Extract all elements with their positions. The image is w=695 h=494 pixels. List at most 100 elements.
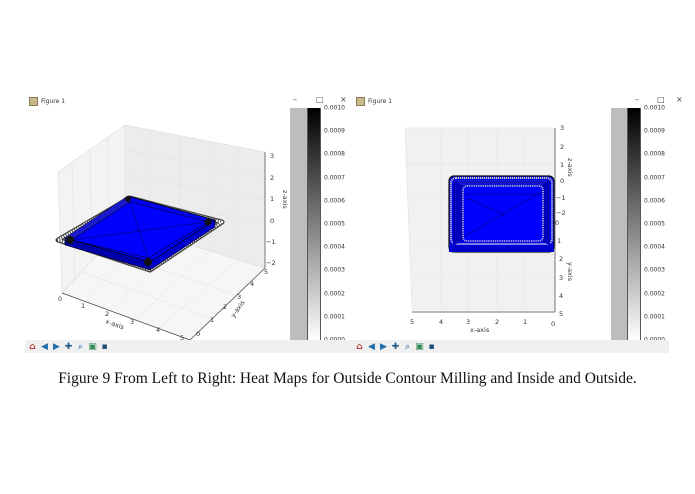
colorbar-tick-label: 0.0004: [324, 243, 345, 251]
y-tick-label: 2: [559, 255, 563, 263]
y-tick-label: 4: [559, 292, 563, 300]
plot-3d[interactable]: 3 2 1 0 −1 −2 z-axis 0 1 2 3 4 5 x-axis …: [25, 93, 290, 341]
z-tick-label: −2: [556, 209, 566, 217]
window-title-bar: Figure 1: [356, 97, 392, 106]
z-tick-label: −1: [266, 238, 276, 246]
app-icon: [356, 97, 365, 106]
colorbar: 0.0010 0.0009 0.0008 0.0007 0.0006 0.0005 0.00…: [290, 104, 350, 344]
z-tick-label: 2: [560, 143, 564, 151]
colorbar: 0.0010 0.0009 0.0008 0.0007 0.0006 0.0005 0.00…: [611, 105, 680, 344]
colorbar-tick-label: 0.0007: [324, 174, 345, 182]
x-ticks: 0 1 2 3 4 5: [58, 295, 184, 341]
colorbar-tick-label: 0.0001: [324, 313, 345, 321]
y-tick-label: 4: [250, 280, 254, 288]
colorbar-tick-label: 0.0005: [644, 220, 665, 228]
colorbar-tick-label: 0.0010: [324, 104, 345, 112]
z-tick-label: 1: [560, 161, 564, 169]
colorbar-tick-label: 0.0006: [324, 197, 345, 205]
z-tick-label: 0: [560, 177, 564, 185]
navigation-toolbar: ⌂ ◀ ▶ ✚ ⌕ ▣ ▪: [352, 340, 669, 353]
forward-icon[interactable]: ▶: [53, 341, 60, 352]
colorbar-tick-label: 0.0002: [644, 290, 665, 298]
x-tick-label: 5: [410, 318, 414, 326]
surface-contour: [55, 195, 225, 273]
navigation-toolbar: ⌂ ◀ ▶ ✚ ⌕ ▣ ▪: [25, 340, 352, 353]
z-ticks: 3 2 1 0 −1 −2: [556, 124, 566, 217]
y-tick-label: 5: [559, 310, 563, 318]
close-button[interactable]: ×: [676, 95, 683, 104]
home-icon[interactable]: ⌂: [29, 341, 36, 352]
colorbar-tick-label: 0.0008: [324, 150, 345, 158]
x-tick-label: 2: [495, 318, 499, 326]
surface-contour: [448, 175, 555, 253]
z-tick-label: −1: [556, 194, 566, 202]
colorbar-tick-label: 0.0005: [324, 220, 345, 228]
close-button[interactable]: ×: [340, 95, 347, 104]
z-tick-label: 2: [270, 174, 274, 182]
maximize-button[interactable]: □: [316, 95, 324, 104]
z-tick-label: −2: [266, 259, 276, 267]
zoom-icon[interactable]: ⌕: [404, 341, 411, 352]
z-tick-label: 3: [560, 124, 564, 132]
minimize-button[interactable]: –: [635, 95, 639, 104]
figure-caption: Figure 9 From Left to Right: Heat Maps f…: [58, 370, 637, 387]
maximize-button[interactable]: □: [657, 95, 665, 104]
forward-icon[interactable]: ▶: [380, 341, 387, 352]
y-tick-label: 3: [237, 293, 241, 301]
y-ticks: 0 1 2 3 4 5: [555, 219, 563, 318]
y-tick-label: 0: [555, 219, 559, 227]
home-icon[interactable]: ⌂: [356, 341, 363, 352]
z-axis-label: z-axis: [281, 190, 289, 209]
window-title: Figure 1: [368, 98, 393, 105]
x-tick-label: 0: [58, 295, 62, 303]
window-title-bar: Figure 1: [29, 97, 65, 106]
x-ticks: 5 4 3 2 1 0: [410, 318, 555, 328]
back-icon[interactable]: ◀: [41, 341, 48, 352]
colorbar-tick-label: 0.0006: [644, 197, 665, 205]
z-axis-label: z-axis: [566, 158, 574, 177]
save-icon[interactable]: ▪: [428, 341, 435, 352]
colorbar-tick-label: 0.0004: [644, 243, 665, 251]
z-ticks: 3 2 1 0 −1 −2: [266, 152, 276, 267]
y-axis-label: y-axis: [229, 298, 247, 319]
x-tick-label: 5: [180, 334, 184, 341]
pan-icon[interactable]: ✚: [64, 341, 73, 352]
x-tick-label: 0: [551, 320, 555, 328]
figure-window-right: Figure 1 – □ ×: [352, 93, 683, 353]
pan-icon[interactable]: ✚: [391, 341, 400, 352]
y-tick-label: 3: [559, 274, 563, 282]
figure-window-left: Figure 1 – □ ×: [25, 93, 352, 353]
y-tick-label: 1: [557, 237, 561, 245]
minimize-button[interactable]: –: [293, 95, 297, 104]
x-tick-label: 2: [105, 310, 109, 318]
colorbar-tick-label: 0.0003: [324, 266, 345, 274]
colorbar-tick-label: 0.0009: [324, 127, 345, 135]
y-tick-label: 2: [223, 303, 227, 311]
colorbar-tick-label: 0.0001: [644, 313, 665, 321]
z-tick-label: 3: [270, 152, 274, 160]
save-icon[interactable]: ▪: [101, 341, 108, 352]
colorbar-tick-label: 0.0002: [324, 290, 345, 298]
y-tick-label: 0: [196, 330, 200, 338]
x-tick-label: 4: [156, 326, 160, 334]
subplots-icon[interactable]: ▣: [88, 341, 97, 352]
y-axis-label: y-axis: [566, 262, 574, 282]
x-tick-label: 4: [439, 318, 443, 326]
back-icon[interactable]: ◀: [368, 341, 375, 352]
x-tick-label: 3: [130, 318, 134, 326]
window-title: Figure 1: [41, 98, 66, 105]
colorbar-tick-label: 0.0009: [644, 127, 665, 135]
colorbar-tick-label: 0.0008: [644, 150, 665, 158]
y-ticks: 0 1 2 3 4 5: [196, 268, 268, 338]
y-tick-label: 5: [264, 268, 268, 276]
z-tick-label: 0: [270, 217, 274, 225]
x-tick-label: 3: [466, 318, 470, 326]
app-icon: [29, 97, 38, 106]
subplots-icon[interactable]: ▣: [415, 341, 424, 352]
plot-3d[interactable]: 3 2 1 0 −1 −2 z-axis 0 1 2 3 4 5 y-axis …: [352, 93, 610, 341]
colorbar-gradient: [627, 108, 641, 340]
zoom-icon[interactable]: ⌕: [77, 341, 84, 352]
x-tick-label: 1: [523, 318, 527, 326]
z-tick-label: 1: [270, 195, 274, 203]
